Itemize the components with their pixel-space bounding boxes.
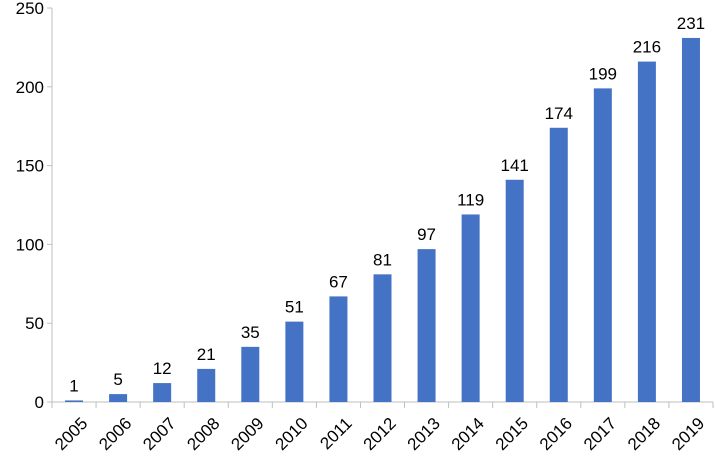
bar (241, 346, 260, 402)
bar (593, 88, 612, 402)
x-tick-label: 2016 (536, 414, 576, 454)
bar (329, 296, 348, 402)
bar (373, 274, 392, 402)
bar (461, 214, 480, 402)
data-label: 119 (457, 190, 484, 209)
bar (505, 179, 524, 402)
data-label: 97 (417, 225, 436, 244)
data-label: 141 (501, 156, 529, 175)
bar (109, 394, 128, 402)
bar (153, 383, 172, 402)
bar (549, 127, 568, 402)
data-label: 81 (373, 250, 392, 269)
x-tick-label: 2019 (668, 414, 708, 454)
x-tick-label: 2008 (183, 414, 223, 454)
bar (285, 321, 304, 402)
data-label: 51 (285, 298, 304, 317)
x-tick-label: 2013 (404, 414, 444, 454)
data-label: 174 (545, 104, 573, 123)
bars (65, 37, 700, 403)
data-label: 21 (197, 345, 216, 364)
bar (637, 61, 656, 403)
data-label: 199 (589, 64, 617, 83)
data-label: 231 (677, 14, 705, 33)
x-axis: 2005 2006 2007 2008 2009 2010 2011 2012 2013 2014… (51, 401, 714, 454)
data-label: 12 (153, 359, 172, 378)
y-tick-label: 200 (16, 78, 44, 97)
data-label: 5 (113, 370, 122, 389)
x-tick-label: 2006 (95, 414, 135, 454)
y-tick-label: 0 (35, 393, 44, 412)
bar (197, 368, 216, 402)
data-label: 216 (633, 38, 661, 57)
x-tick-label: 2011 (316, 414, 355, 453)
x-tick-label: 2010 (271, 414, 311, 454)
y-tick-label: 100 (16, 235, 44, 254)
y-axis: 0 50 100 150 200 250 (16, 0, 53, 412)
x-tick-label: 2015 (492, 414, 532, 454)
bar (681, 37, 700, 402)
y-tick-label: 250 (16, 0, 44, 18)
y-tick-label: 50 (25, 314, 44, 333)
bar (65, 400, 84, 402)
x-tick-label: 2017 (580, 414, 620, 454)
x-tick-label: 2012 (360, 414, 400, 454)
x-tick-label: 2005 (51, 414, 91, 454)
data-label: 1 (69, 376, 78, 395)
bar (417, 249, 436, 402)
data-label: 35 (241, 323, 260, 342)
y-tick-label: 150 (16, 157, 44, 176)
data-labels: 1 5 12 21 35 51 67 81 97 119 141 174 199 216 231 (69, 14, 705, 395)
x-tick-label: 2007 (139, 414, 179, 454)
x-tick-label: 2009 (227, 414, 267, 454)
x-tick-label: 2018 (624, 414, 664, 454)
data-label: 67 (329, 272, 348, 291)
x-tick-label: 2014 (448, 414, 488, 454)
